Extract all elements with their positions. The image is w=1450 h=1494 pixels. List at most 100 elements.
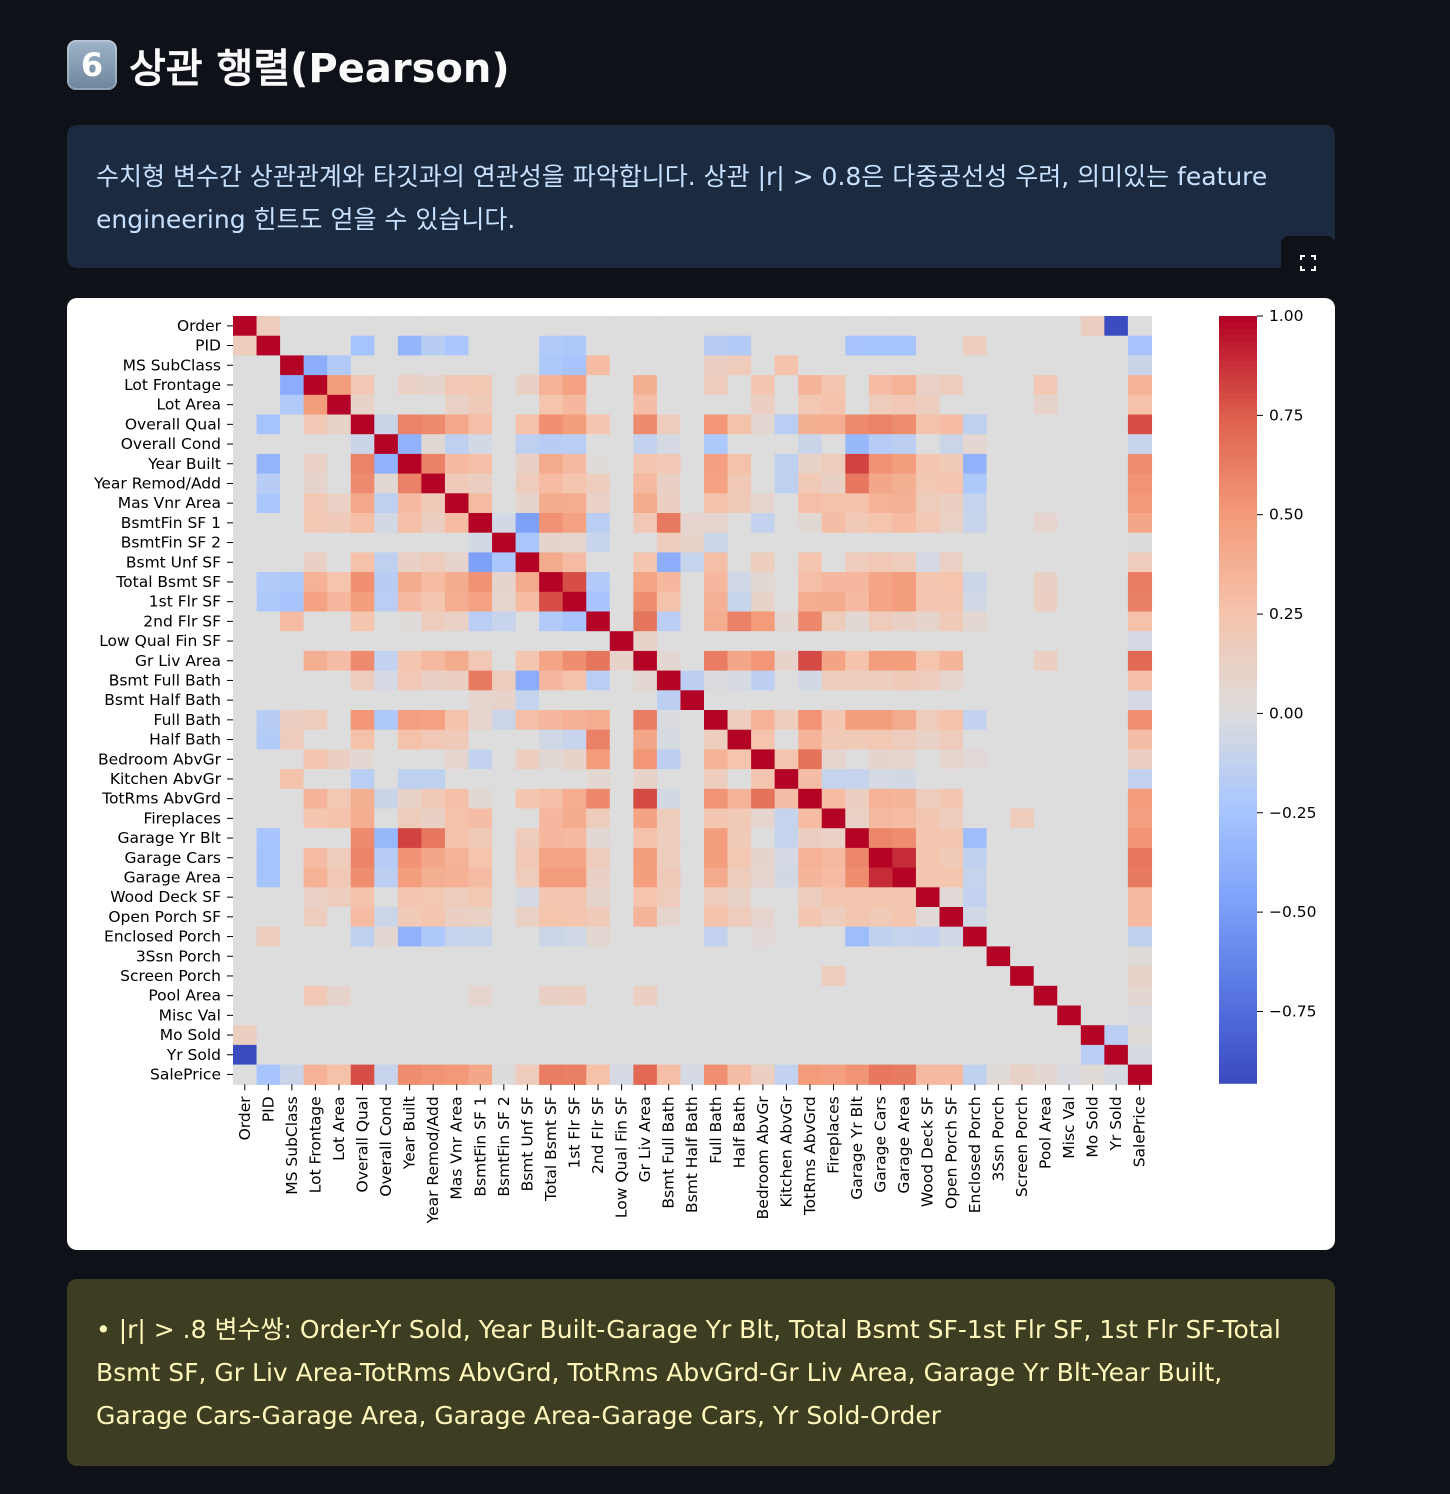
heatmap-cell	[586, 611, 611, 632]
heatmap-cell	[963, 690, 988, 711]
heatmap-cell	[633, 769, 658, 790]
heatmap-cell	[256, 887, 281, 908]
heatmap-cell	[1057, 572, 1082, 593]
heatmap-cell	[256, 847, 281, 869]
colorbar-segment	[1219, 974, 1257, 982]
colorbar-segment	[1219, 610, 1257, 618]
colorbar-tick-label: 0.25	[1269, 605, 1304, 623]
heatmap-cell	[468, 611, 493, 632]
heatmap-cell	[845, 828, 870, 849]
heatmap-cell	[350, 690, 375, 711]
heatmap-cell	[586, 690, 611, 711]
heatmap-cell	[633, 1005, 658, 1026]
heatmap-cell	[256, 355, 281, 376]
heatmap-cell	[609, 316, 634, 337]
heatmap-cell	[915, 926, 941, 947]
heatmap-cell	[303, 552, 328, 573]
heatmap-cell	[303, 493, 328, 514]
heatmap-cell	[656, 493, 682, 514]
heatmap-cell	[939, 552, 964, 573]
heatmap-cell	[586, 887, 611, 908]
heatmap-cell	[350, 611, 375, 632]
heatmap-cell	[704, 414, 729, 435]
heatmap-cell	[1080, 985, 1105, 1007]
heatmap-cell	[774, 316, 799, 337]
heatmap-cell	[939, 926, 964, 947]
high-correlation-warning: • |r| > .8 변수쌍: Order-Yr Sold, Year Buil…	[67, 1279, 1335, 1466]
heatmap-cell	[350, 867, 375, 888]
section-title: 6 상관 행렬(Pearson)	[67, 36, 510, 94]
colorbar-segment	[1219, 910, 1257, 918]
heatmap-cell	[1080, 966, 1105, 987]
heatmap-cell	[350, 572, 375, 593]
heatmap-cell	[421, 926, 446, 947]
heatmap-cell	[256, 1025, 281, 1046]
heatmap-cell	[704, 729, 729, 750]
heatmap-cell	[1104, 1064, 1129, 1085]
heatmap-cell	[939, 591, 964, 613]
y-tick-label: Mo Sold	[160, 1026, 221, 1044]
y-tick-label: Bsmt Full Bath	[109, 671, 221, 689]
high-correlation-pairs-text: • |r| > .8 변수쌍: Order-Yr Sold, Year Buil…	[96, 1315, 1281, 1430]
heatmap-cell	[1057, 729, 1082, 750]
x-tick-label: Garage Area	[895, 1096, 913, 1193]
heatmap-cell	[609, 355, 634, 376]
heatmap-cell	[492, 1005, 517, 1026]
heatmap-cell	[1104, 670, 1129, 691]
heatmap-cell	[303, 749, 328, 770]
heatmap-cell	[704, 375, 729, 396]
heatmap-cell	[1010, 434, 1035, 455]
heatmap-cell	[821, 749, 846, 770]
heatmap-cell	[303, 473, 328, 494]
heatmap-cell	[280, 788, 305, 810]
heatmap-cell	[539, 847, 564, 869]
heatmap-cell	[421, 631, 446, 652]
heatmap-cell	[303, 611, 328, 632]
heatmap-cell	[350, 473, 375, 494]
heatmap-cell	[280, 434, 305, 455]
heatmap-cell	[868, 808, 893, 829]
heatmap-cell	[1127, 670, 1153, 691]
heatmap-cell	[821, 1044, 846, 1066]
heatmap-cell	[562, 1005, 587, 1026]
heatmap-cell	[939, 985, 964, 1007]
heatmap-cell	[727, 867, 752, 888]
heatmap-cell	[915, 907, 941, 928]
heatmap-cell	[586, 847, 611, 869]
heatmap-cell	[586, 532, 611, 553]
heatmap-cell	[586, 335, 611, 356]
heatmap-cell	[1033, 808, 1058, 829]
heatmap-cell	[256, 729, 281, 750]
heatmap-cell	[468, 572, 493, 593]
heatmap-cell	[444, 729, 470, 750]
heatmap-cell	[586, 355, 611, 376]
heatmap-cell	[280, 769, 305, 790]
heatmap-cell	[633, 414, 658, 435]
heatmap-cell	[1127, 631, 1153, 652]
heatmap-cell	[515, 710, 540, 731]
heatmap-cell	[821, 1064, 846, 1085]
heatmap-cell	[656, 650, 682, 672]
heatmap-cell	[845, 926, 870, 947]
heatmap-cell	[845, 769, 870, 790]
heatmap-cell	[986, 611, 1011, 632]
heatmap-cell	[303, 1025, 328, 1046]
heatmap-cell	[798, 434, 823, 455]
heatmap-cell	[233, 788, 258, 810]
heatmap-cell	[1104, 769, 1129, 790]
heatmap-cell	[586, 710, 611, 731]
heatmap-cell	[562, 749, 587, 770]
heatmap-cell	[1127, 729, 1153, 750]
heatmap-cell	[397, 473, 422, 494]
heatmap-cell	[562, 572, 587, 593]
x-tick-label: Low Qual Fin SF	[613, 1096, 631, 1218]
heatmap-cell	[327, 1025, 352, 1046]
heatmap-cell	[233, 591, 258, 613]
heatmap-cell	[751, 434, 776, 455]
fullscreen-button[interactable]	[1281, 236, 1335, 290]
heatmap-cell	[586, 591, 611, 613]
heatmap-cell	[562, 1064, 587, 1085]
heatmap-cell	[1127, 1025, 1153, 1046]
heatmap-cell	[845, 394, 870, 416]
heatmap-cell	[821, 473, 846, 494]
